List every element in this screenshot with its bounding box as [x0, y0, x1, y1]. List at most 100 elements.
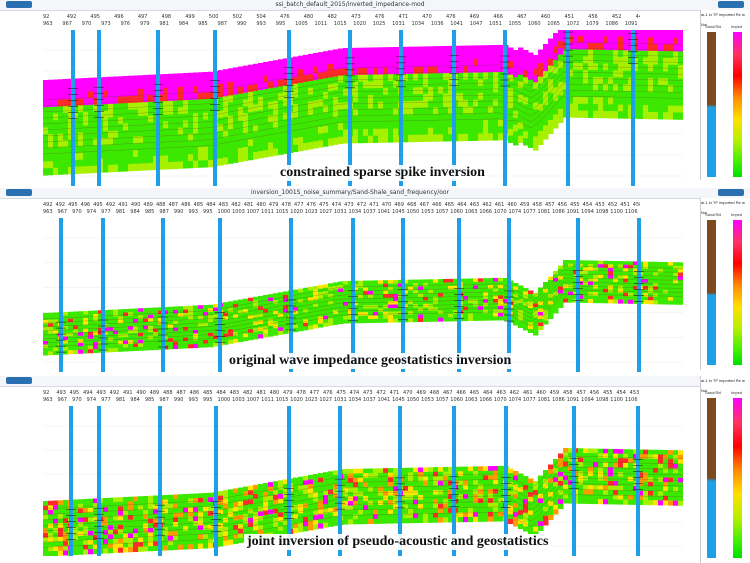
impedance-cell	[233, 488, 239, 494]
impedance-cell	[518, 296, 524, 300]
impedance-cell	[383, 518, 389, 524]
impedance-cell	[93, 111, 99, 119]
impedance-cell	[358, 491, 364, 497]
impedance-cell	[118, 316, 124, 321]
seismic-section-joint[interactable]: 1.161.171.181.191.21.21L49-100?L49-99L49…	[43, 406, 683, 556]
well-log[interactable]	[97, 30, 101, 186]
cdp-tick-label: 1041	[378, 209, 391, 215]
well-log[interactable]	[566, 30, 570, 186]
impedance-cell	[248, 152, 254, 161]
impedance-cell	[318, 313, 324, 318]
impedance-cell	[618, 70, 624, 78]
impedance-cell	[138, 346, 144, 351]
cdp-tick-label: 1037	[363, 397, 376, 403]
impedance-cell	[58, 532, 64, 538]
impedance-cell	[78, 166, 84, 174]
well-log[interactable]	[213, 30, 217, 186]
impedance-cell	[593, 274, 599, 279]
impedance-cell	[423, 513, 429, 519]
impedance-cell	[668, 286, 674, 291]
impedance-cell	[663, 91, 669, 100]
well-log[interactable]	[503, 30, 507, 186]
cdp-tick-label: 974	[87, 209, 97, 215]
impedance-cell	[428, 490, 434, 496]
impedance-cell	[123, 529, 129, 535]
impedance-cell	[153, 108, 159, 116]
impedance-cell	[558, 47, 564, 56]
impedance-cell	[213, 304, 219, 308]
impedance-cell	[478, 281, 484, 286]
well-log[interactable]	[161, 218, 165, 372]
impedance-cell	[413, 80, 419, 88]
well-log[interactable]	[637, 218, 641, 372]
impedance-cell	[518, 306, 524, 311]
well-log[interactable]	[457, 218, 461, 372]
impedance-cell	[423, 296, 429, 301]
impedance-cell	[113, 164, 119, 172]
impedance-cell	[333, 320, 339, 325]
impedance-cell	[53, 500, 59, 506]
impedance-cell	[203, 99, 209, 107]
well-log[interactable]	[71, 30, 75, 186]
impedance-cell	[403, 318, 409, 323]
impedance-cell	[158, 155, 164, 163]
impedance-cell	[403, 73, 409, 82]
impedance-cell	[113, 538, 119, 544]
impedance-cell	[273, 527, 279, 533]
impedance-cell	[588, 63, 594, 71]
impedance-cell	[493, 288, 499, 293]
impedance-cell	[43, 546, 49, 552]
well-log[interactable]	[452, 30, 456, 186]
well-log[interactable]	[101, 218, 105, 372]
well-log[interactable]	[576, 218, 580, 372]
impedance-cell	[293, 482, 299, 488]
impedance-cell	[58, 79, 64, 87]
impedance-cell	[618, 111, 624, 119]
impedance-cell	[368, 500, 374, 506]
impedance-cell	[353, 136, 359, 144]
well-log[interactable]	[218, 218, 222, 372]
impedance-cell	[448, 498, 454, 505]
impedance-cell	[223, 130, 229, 138]
impedance-cell	[423, 107, 429, 115]
impedance-cell	[293, 70, 299, 78]
impedance-cell	[143, 518, 149, 524]
impedance-cell	[198, 543, 204, 549]
well-log[interactable]	[631, 30, 635, 186]
impedance-cell	[333, 493, 339, 499]
impedance-cell	[433, 296, 439, 301]
impedance-cell	[138, 532, 144, 538]
seismic-section-geostat[interactable]: 1.161.171.181.191.21.21Time [s]L49-100?L…	[43, 218, 683, 372]
impedance-cell	[333, 484, 339, 490]
impedance-cell	[238, 496, 244, 502]
seismic-section-css[interactable]: 1.151.161.171.181.191.21.21Time [s]L49-1…	[43, 30, 683, 186]
impedance-cell	[343, 510, 349, 516]
well-log[interactable]	[507, 218, 511, 372]
impedance-cell	[168, 320, 174, 325]
impedance-cell	[653, 261, 659, 266]
well-log[interactable]	[289, 218, 293, 372]
impedance-cell	[538, 130, 544, 139]
impedance-cell	[538, 305, 544, 309]
impedance-cell	[198, 112, 204, 121]
impedance-cell	[228, 322, 234, 327]
impedance-cell	[243, 491, 249, 497]
impedance-cell	[468, 317, 474, 321]
impedance-cell	[248, 311, 254, 316]
impedance-cell	[618, 268, 624, 273]
impedance-cell	[168, 345, 174, 350]
well-log[interactable]	[401, 218, 405, 372]
impedance-cell	[633, 278, 639, 283]
trace-tick-label: 497	[138, 14, 148, 20]
well-log[interactable]	[59, 218, 63, 372]
impedance-cell	[393, 87, 399, 95]
impedance-cell	[368, 88, 374, 96]
impedance-cell	[148, 156, 154, 164]
well-log[interactable]	[348, 30, 352, 186]
impedance-cell	[473, 498, 479, 504]
well-log[interactable]	[287, 30, 291, 186]
impedance-cell	[378, 297, 384, 302]
well-log[interactable]	[351, 218, 355, 372]
well-log[interactable]	[399, 30, 403, 186]
impedance-cell	[118, 501, 124, 507]
